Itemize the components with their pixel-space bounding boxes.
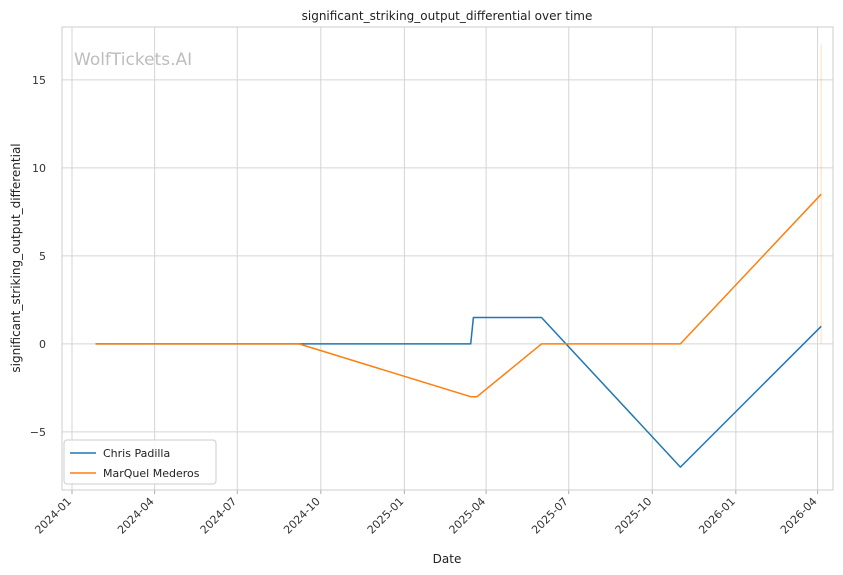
series-line-chris-padilla xyxy=(95,316,822,468)
x-tick-label: 2025-01 xyxy=(365,495,407,537)
grid-lines xyxy=(62,27,833,494)
y-tick-label: 15 xyxy=(32,74,46,87)
y-tick-label: −5 xyxy=(30,426,46,439)
x-axis-title: Date xyxy=(433,552,462,566)
legend-label-marquel-mederos: MarQuel Mederos xyxy=(103,467,200,480)
x-tick-label: 2026-01 xyxy=(696,495,738,537)
x-tick-label: 2024-04 xyxy=(115,495,157,537)
x-tick-label: 2025-10 xyxy=(613,495,655,537)
y-tick-label: 5 xyxy=(39,250,46,263)
plot-area xyxy=(61,26,834,491)
x-tick-label: 2024-01 xyxy=(32,495,74,537)
series-line-marquel-mederos xyxy=(95,193,822,398)
y-axis-ticks: −5 0 5 10 15 xyxy=(30,74,46,439)
x-tick-label: 2024-07 xyxy=(198,495,240,537)
series-lines xyxy=(95,44,822,468)
legend: Chris Padilla MarQuel Mederos xyxy=(63,439,217,485)
y-tick-label: 0 xyxy=(39,338,46,351)
watermark-text: WolfTickets.AI xyxy=(74,50,192,70)
legend-label-chris-padilla: Chris Padilla xyxy=(103,447,170,460)
legend-box xyxy=(63,439,217,485)
x-tick-label: 2026-04 xyxy=(778,495,820,537)
x-axis-ticks: 2024-01 2024-04 2024-07 2024-10 2025-01 2025-… xyxy=(32,495,819,537)
x-tick-label: 2025-04 xyxy=(447,495,489,537)
x-tick-label: 2025-07 xyxy=(529,495,571,537)
x-tick-label: 2024-10 xyxy=(281,495,323,537)
y-axis-title: significant_striking_output_differential xyxy=(9,143,23,372)
y-tick-label: 10 xyxy=(32,162,46,175)
chart-title: significant_striking_output_differential… xyxy=(302,9,593,23)
